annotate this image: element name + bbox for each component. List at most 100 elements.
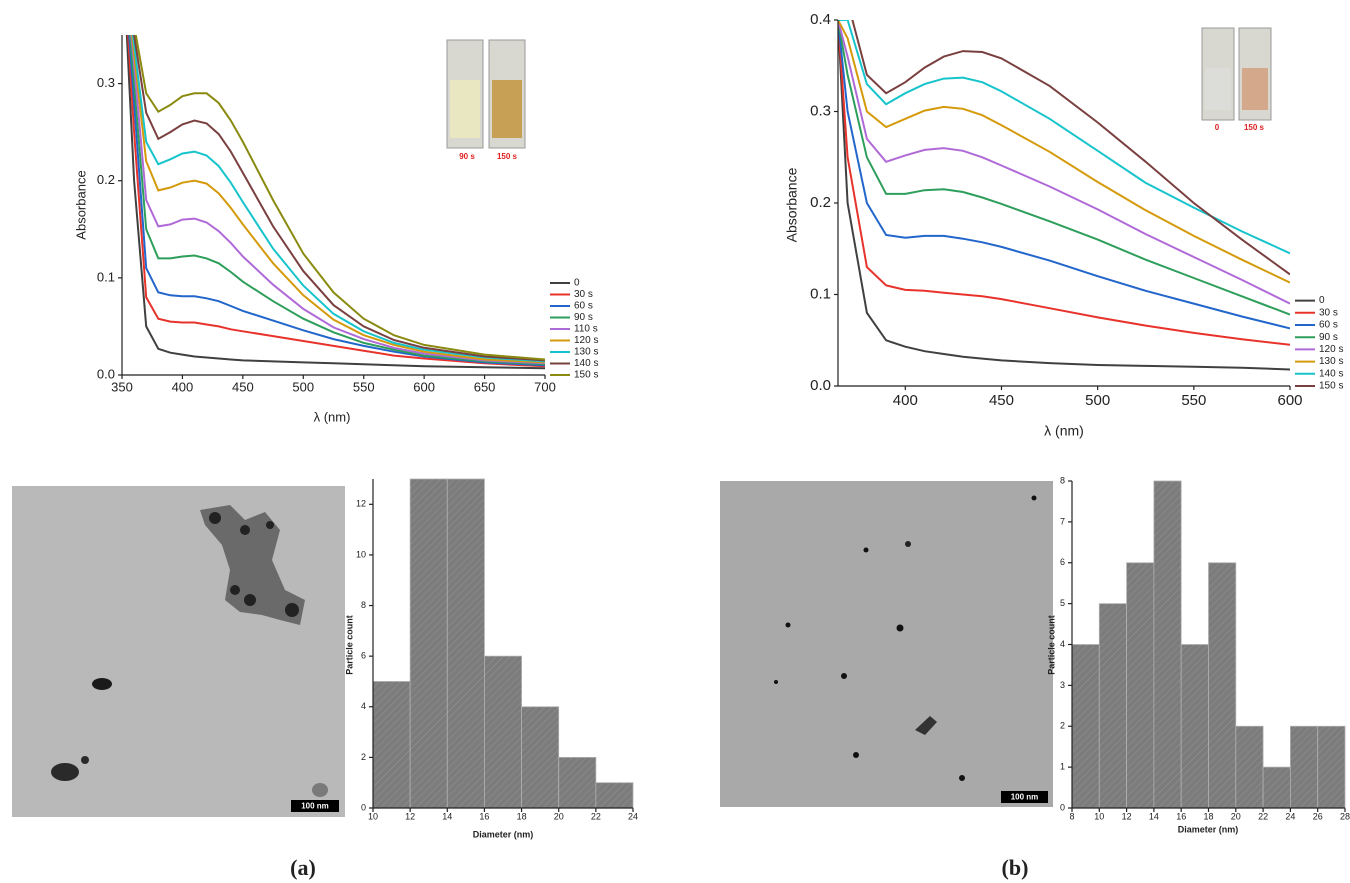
line-series [838,20,1290,255]
legend-label: 150 s [1319,381,1343,392]
x-tick-label: 10 [1094,811,1104,821]
panel-label: (b) [1002,855,1029,880]
x-tick-label: 14 [442,811,452,821]
x-tick-label: 700 [534,379,556,394]
histogram-bar [372,681,411,809]
line-series [131,35,545,363]
x-tick-label: 600 [1277,392,1302,409]
axis [121,35,545,376]
y-tick-label: 4 [1060,639,1065,649]
axis [1071,481,1345,809]
legend-label: 30 s [574,289,593,300]
x-tick-label: 550 [1181,392,1206,409]
x-tick-label: 550 [353,379,375,394]
x-tick-label: 24 [628,811,638,821]
x-tick-label: 12 [1122,811,1132,821]
y-tick-label: 1 [1060,762,1065,772]
line-series [130,35,545,365]
tem-image: 100 nm [720,481,1053,807]
y-axis-label: Absorbance [784,167,800,242]
histogram-bar [521,706,560,809]
histogram-bar [409,478,448,809]
inset-label: 90 s [459,152,475,161]
x-tick-label: 28 [1340,811,1350,821]
inset-label: 150 s [1244,123,1265,132]
legend-label: 130 s [574,347,598,358]
legend-label: 110 s [574,324,598,335]
cuvette-liquid [1242,68,1268,110]
y-tick-label: 3 [1060,680,1065,690]
line-series [838,20,1290,284]
x-tick-label: 16 [479,811,489,821]
x-tick-label: 400 [893,392,918,409]
cuvette-liquid [1205,68,1231,110]
line-series [125,35,545,370]
line-series [838,20,1290,316]
y-tick-label: 0.2 [810,194,831,211]
histogram-bar [1153,480,1182,809]
y-axis-label: Absorbance [73,170,88,239]
y-tick-label: 6 [1060,557,1065,567]
legend-label: 90 s [1319,332,1338,343]
x-tick-label: 600 [413,379,435,394]
line-series [131,35,545,364]
legend-label: 140 s [1319,368,1343,379]
histogram-bar [1235,725,1264,809]
legend-label: 0 [574,278,580,289]
histogram-bar [446,478,485,809]
x-tick-label: 350 [111,379,133,394]
y-axis-label: Particle count [344,615,354,675]
x-tick-label: 18 [1203,811,1213,821]
x-tick-label: 24 [1285,811,1295,821]
line-series [133,35,545,362]
y-tick-label: 0.4 [810,11,831,28]
line-series [838,20,1290,330]
y-tick-label: 0.3 [97,75,115,90]
y-tick-label: 8 [361,600,366,610]
x-tick-label: 26 [1313,811,1323,821]
chart: 400 450 500 550 600 0.0 0.1 0.2 0.3 0.4 λ (nm) Abso… [784,11,1344,439]
y-tick-label: 10 [356,549,366,559]
cuvette-liquid [492,80,522,138]
x-tick-label: 450 [232,379,254,394]
histogram-bar [1098,603,1128,809]
legend-label: 60 s [574,301,593,312]
x-axis-label: λ (nm) [1044,423,1084,439]
legend-label: 130 s [1319,356,1343,367]
y-tick-label: 0.2 [97,172,115,187]
histogram-bar [1180,644,1209,809]
legend-label: 0 [1319,295,1325,306]
x-axis-label: λ (nm) [314,409,351,424]
inset-label: 0 [1215,123,1220,132]
y-tick-label: 7 [1060,516,1065,526]
y-tick-label: 2 [1060,721,1065,731]
histogram-bar [484,655,522,809]
y-tick-label: 5 [1060,598,1065,608]
legend-label: 30 s [1319,307,1338,318]
y-tick-label: 4 [361,701,366,711]
x-tick-label: 10 [368,811,378,821]
inset-label: 150 s [497,152,518,161]
y-tick-label: 8 [1060,475,1065,485]
line-series [838,20,1290,371]
x-tick-label: 500 [292,379,314,394]
x-axis-label: Diameter (nm) [473,829,534,839]
x-tick-label: 22 [1258,811,1268,821]
chart: 350 400 450 500 550 600 650 700 0.0 0.1 0.2 0.3 λ (n… [73,35,598,424]
y-tick-label: 0.3 [810,102,831,119]
y-tick-label: 0 [1060,802,1065,812]
histogram-bar [595,782,634,809]
tem-image: 100 nm [12,486,345,817]
axis [837,20,1290,387]
line-series [134,35,545,361]
scale-bar-label: 100 nm [1011,793,1039,802]
histogram-bar [558,756,597,809]
histogram-bar [1071,644,1100,809]
legend-label: 140 s [574,358,598,369]
line-series [128,35,545,367]
y-tick-label: 2 [361,752,366,762]
legend-label: 60 s [1319,320,1338,331]
x-tick-label: 500 [1085,392,1110,409]
